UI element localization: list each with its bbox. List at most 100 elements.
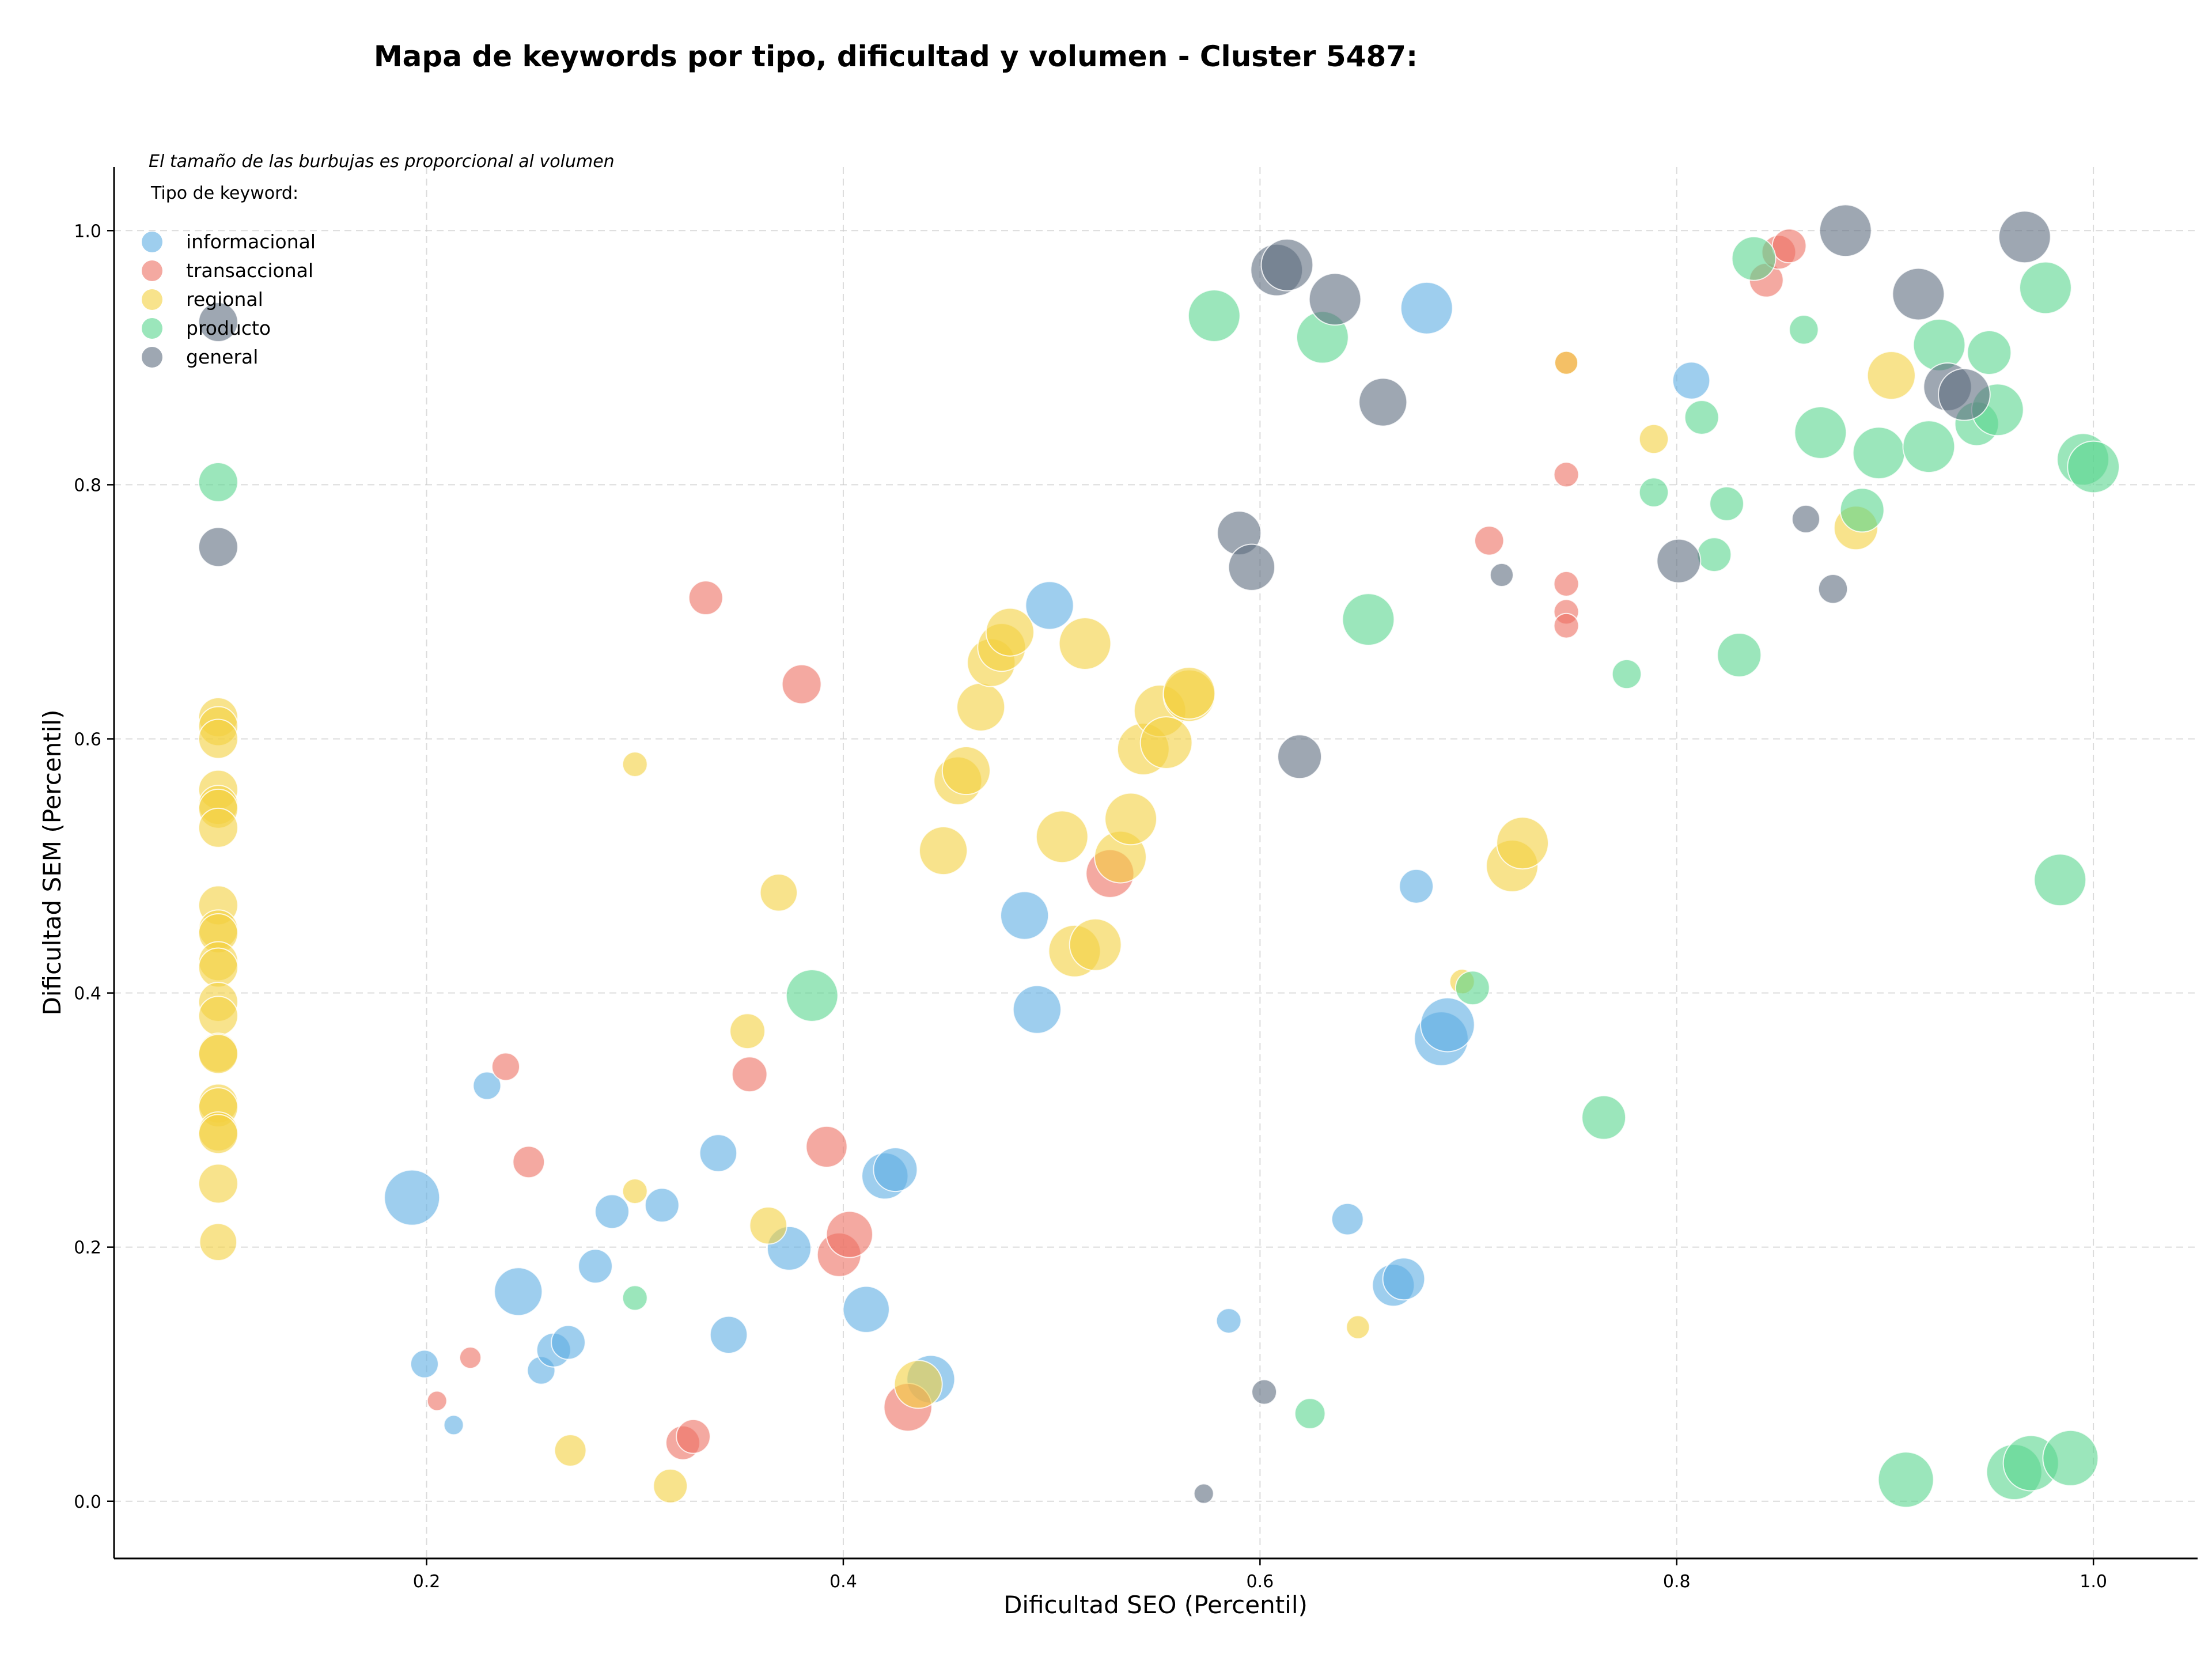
bubble-informacional — [842, 1285, 890, 1333]
y-tick-label: 0.2 — [74, 1238, 101, 1258]
bubble-transaccional — [1771, 228, 1807, 264]
bubble-regional — [1496, 816, 1549, 870]
bubble-producto — [622, 1285, 648, 1311]
bubble-transaccional — [1553, 461, 1580, 488]
bubble-general — [1489, 562, 1514, 588]
bubble-informacional — [472, 1071, 502, 1100]
bubble-producto — [1294, 1398, 1326, 1429]
bubble-transaccional — [491, 1052, 520, 1081]
bubble-regional — [554, 1434, 587, 1467]
bubble-regional — [622, 751, 648, 778]
bubble-informacional — [873, 1147, 918, 1193]
bubble-producto — [1638, 477, 1669, 508]
bubble-general — [1193, 1483, 1214, 1504]
bubble-general — [1937, 368, 1991, 421]
bubble-regional — [1162, 667, 1216, 720]
x-tick-label: 1.0 — [2080, 1572, 2107, 1592]
bubble-informacional — [1399, 868, 1434, 904]
bubble-producto — [785, 969, 839, 1022]
bubble-producto — [1839, 487, 1885, 533]
bubble-general — [1277, 734, 1323, 780]
bubble-general — [1817, 574, 1849, 604]
chart-title: Mapa de keywords por tipo, dificultad y … — [374, 40, 1418, 73]
legend-label: transaccional — [186, 259, 313, 282]
bubble-general — [1228, 543, 1276, 591]
bubble-transaccional — [781, 664, 822, 705]
bubble-producto — [2033, 853, 2087, 907]
bubble-general — [1251, 1379, 1278, 1405]
bubble-informacional — [644, 1187, 680, 1223]
bubble-producto — [1696, 537, 1732, 573]
legend-marker — [142, 260, 162, 281]
bubble-regional — [198, 1163, 238, 1204]
bubble-producto — [2067, 440, 2120, 494]
bubble-informacional — [1000, 891, 1050, 940]
bubble-transaccional — [512, 1145, 546, 1179]
grid-lines — [114, 167, 2198, 1558]
bubble-producto — [1611, 659, 1642, 690]
bubble-general — [1308, 273, 1362, 326]
bubble-regional — [1139, 716, 1193, 769]
legend-marker — [142, 318, 162, 339]
bubble-regional — [198, 1034, 238, 1074]
bubble-regional — [918, 826, 968, 876]
y-tick-label: 0.6 — [74, 729, 101, 750]
bubble-producto — [1709, 486, 1744, 521]
bubble-transaccional — [688, 580, 724, 616]
bubble-regional — [198, 947, 238, 988]
bubble-general — [1260, 238, 1314, 292]
bubble-regional — [1058, 617, 1112, 670]
bubble-informacional — [1025, 581, 1074, 630]
bubble-regional — [653, 1468, 688, 1504]
bubble-regional — [199, 1223, 238, 1262]
bubble-informacional — [1331, 1202, 1364, 1236]
legend-label: general — [186, 346, 258, 368]
legend-label: producto — [186, 317, 271, 339]
bubble-informacional — [443, 1414, 464, 1436]
x-ticks: 0.2 0.4 0.6 0.8 1.0 — [413, 1558, 2107, 1592]
legend-marker — [142, 347, 162, 368]
bubble-regional — [1638, 423, 1669, 455]
bubble-regional — [198, 1114, 238, 1155]
bubble-general — [1892, 267, 1945, 321]
bubble-producto — [198, 462, 238, 502]
bubble-transaccional — [731, 1056, 768, 1093]
bubble-regional — [1035, 810, 1089, 864]
bubble-informacional — [594, 1194, 630, 1229]
bubble-informacional — [410, 1349, 439, 1379]
x-tick-label: 0.2 — [413, 1572, 441, 1592]
bubble-transaccional — [805, 1125, 848, 1168]
bubble-informacional — [1420, 997, 1475, 1053]
bubble-informacional — [1215, 1308, 1242, 1334]
bubble-regional — [1554, 350, 1579, 375]
bubble-producto — [1877, 1451, 1934, 1508]
bubble-transaccional — [676, 1418, 711, 1454]
bubble-general — [1656, 538, 1702, 584]
bubble-producto — [1342, 593, 1395, 646]
bubble-regional — [759, 873, 798, 912]
bubble-regional — [893, 1360, 943, 1409]
bubble-general — [1358, 377, 1408, 427]
y-tick-label: 0.0 — [74, 1492, 101, 1512]
bubble-regional — [729, 1013, 766, 1050]
bubbles — [198, 204, 2120, 1508]
bubble-producto — [1731, 236, 1777, 281]
bubble-regional — [1866, 351, 1916, 400]
bubble-regional — [956, 682, 1006, 732]
bubble-regional — [198, 996, 238, 1036]
bubble-producto — [1852, 426, 1906, 480]
bubble-transaccional — [459, 1346, 482, 1369]
bubble-transaccional — [825, 1210, 873, 1258]
y-ticks: 0.0 0.2 0.4 0.6 0.8 1.0 — [74, 221, 114, 1512]
bubble-regional — [1346, 1315, 1370, 1340]
legend-marker — [142, 289, 162, 310]
bubble-informacional — [1012, 985, 1062, 1034]
y-tick-label: 0.8 — [74, 475, 101, 495]
y-tick-label: 0.4 — [74, 984, 101, 1004]
bubble-general — [1819, 204, 1872, 258]
legend: informacional transaccional regional produc… — [142, 230, 316, 368]
bubble-transaccional — [1553, 612, 1580, 639]
bubble-general — [1791, 504, 1821, 534]
bubble-regional — [749, 1206, 787, 1245]
